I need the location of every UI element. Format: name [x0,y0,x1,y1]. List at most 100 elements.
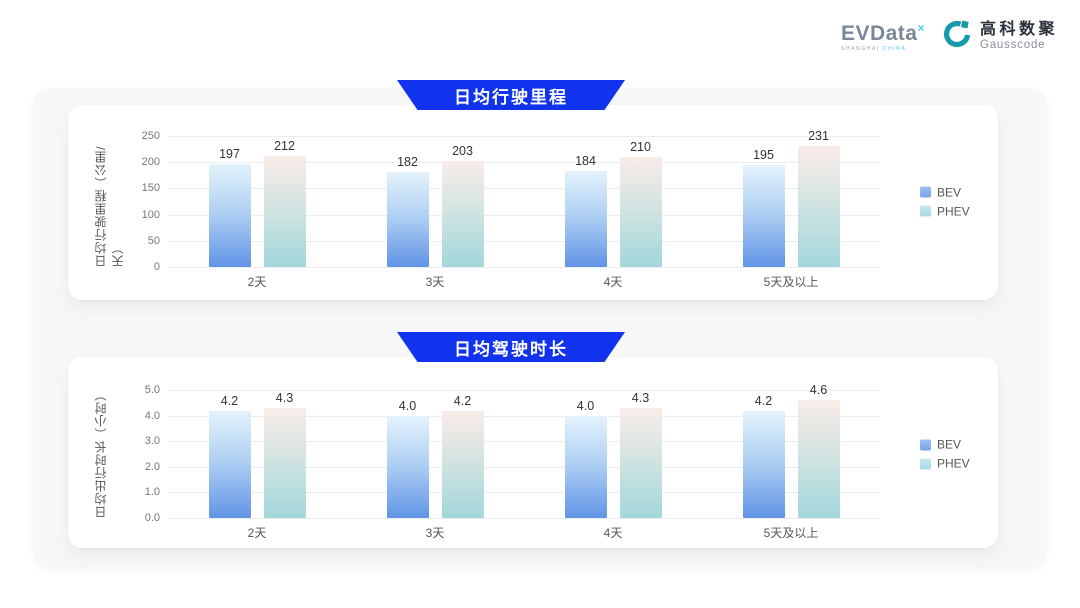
gridline [168,415,880,417]
plot-area: 4.2 4.3 4.0 4.2 4.0 4.3 4.2 4.6 [168,383,880,519]
bar-bev: 197 [208,147,251,267]
bar-value-label: 182 [397,154,418,169]
bar-value-label: 4.3 [631,390,650,405]
legend-label: BEV [937,437,962,452]
y-tick-label: 250 [141,130,160,142]
y-tick-label: 200 [141,156,160,169]
gausscode-icon [941,18,973,55]
bar-groups: 197 212 182 203 184 210 195 231 [168,129,880,267]
bar-value-label: 4.2 [453,393,472,408]
bar-phev: 4.6 [797,383,840,518]
bar-value-label: 231 [808,129,829,143]
bar-group: 4.0 4.3 [524,390,702,518]
x-category-label: 4天 [603,275,623,289]
chart-card: 日均行驶里程（公里/天） 250 200 150 100 50 0 197 212 182 20… [68,105,998,300]
gausscode-en: Gausscode [979,39,1046,52]
bar-phev: 210 [619,140,662,267]
bar-phev: 231 [797,129,840,267]
evdata-tagline: SHANGHAI CHINA [840,45,925,52]
y-tick-label: 100 [141,208,160,221]
bar-value-label: 197 [219,146,240,161]
x-axis-labels: 2天 3天 4天 5天及以上 [168,524,880,541]
bar-value-label: 4.2 [220,393,239,408]
gridline [168,267,880,268]
legend-label: PHEV [937,456,970,471]
y-tick-label: 50 [147,234,160,247]
y-axis-title: 日均出行时长（小时） [94,388,108,518]
bar-value-label: 4.2 [754,393,773,408]
y-tick-label: 2.0 [144,460,160,473]
bar-value-label: 4.0 [576,398,595,413]
bar-bev: 182 [386,155,429,267]
bar-phev: 4.3 [263,391,306,518]
gridline [168,441,880,443]
evdata-x-mark: × [917,20,925,35]
legend-swatch [920,205,931,217]
bar-value-label: 4.0 [398,398,417,413]
chart-title-banner: 日均行驶里程 [397,80,625,110]
gridline [168,188,880,190]
x-category-label: 2天 [247,275,267,289]
charts-panel: 日均行驶里程 日均行驶里程（公里/天） 250 200 150 100 50 0 197 2… [33,80,1047,568]
chart-title: 日均驾驶时长 [454,339,568,359]
bar-phev: 4.3 [619,391,662,518]
y-axis-ticks: 250 200 150 100 50 0 [118,130,160,273]
bar-value-label: 195 [753,147,774,162]
legend-label: BEV [937,185,962,199]
gridline [168,492,880,494]
bar-group: 4.2 4.3 [168,390,346,518]
legend-swatch [920,458,931,469]
bar-value-label: 184 [575,153,596,168]
bar-group: 4.0 4.2 [346,390,524,518]
bar-value-label: 4.3 [275,390,294,405]
y-tick-label: 4.0 [144,409,160,422]
bar-value-label: 212 [274,138,295,153]
chart-card: 日均出行时长（小时） 5.0 4.0 3.0 2.0 1.0 0.0 4.2 4.3 4.0 4… [68,357,998,548]
x-category-label: 2天 [247,526,267,540]
x-category-label: 3天 [425,526,445,540]
evdata-tagline-right: CHINA [882,45,907,52]
y-tick-label: 0 [153,261,160,273]
gridline [168,136,880,137]
gridline [168,466,880,468]
gridline [168,240,880,242]
bar-bev: 184 [564,154,607,267]
y-tick-label: 3.0 [144,435,160,448]
bar-bev: 4.2 [208,394,251,518]
bar-phev: 4.2 [441,394,484,518]
gausscode-cn: 高科数聚 [979,20,1058,38]
bar-group: 195 231 [702,129,880,267]
legend: BEV PHEV [920,185,970,218]
legend-label: PHEV [937,204,970,218]
bar-bev: 195 [742,148,785,267]
evdata-tagline-left: SHANGHAI [840,45,880,52]
bar-value-label: 203 [452,143,473,158]
chart-title-banner: 日均驾驶时长 [397,332,625,362]
y-tick-label: 5.0 [144,384,160,396]
y-tick-label: 1.0 [144,486,160,499]
legend: BEV PHEV [920,438,970,471]
evdata-name: EVData [840,21,918,45]
y-tick-label: 150 [141,182,160,195]
legend-item-bev: BEV [920,185,970,199]
legend-item-phev: PHEV [920,457,970,471]
bar-value-label: 4.6 [809,383,828,398]
gridline [168,162,880,164]
bar-group: 184 210 [524,136,702,267]
legend-swatch [920,439,931,450]
bar-phev: 203 [441,144,484,267]
bar-value-label: 210 [630,140,651,154]
bar-bev: 4.0 [564,399,607,518]
x-category-label: 4天 [603,526,623,540]
header-logos: EVData× SHANGHAI CHINA 高科数聚 Gausscode [841,18,1058,55]
y-tick-label: 0.0 [144,512,160,524]
evdata-wordmark: EVData× [841,22,925,44]
bar-phev: 212 [263,139,306,267]
x-category-label: 3天 [425,275,445,289]
bar-groups: 4.2 4.3 4.0 4.2 4.0 4.3 4.2 4.6 [168,383,880,518]
bar-bev: 4.2 [742,394,785,518]
x-category-label: 5天及以上 [763,526,819,540]
x-category-label: 5天及以上 [763,275,819,289]
gridline [168,214,880,216]
chart-title: 日均行驶里程 [454,87,568,107]
